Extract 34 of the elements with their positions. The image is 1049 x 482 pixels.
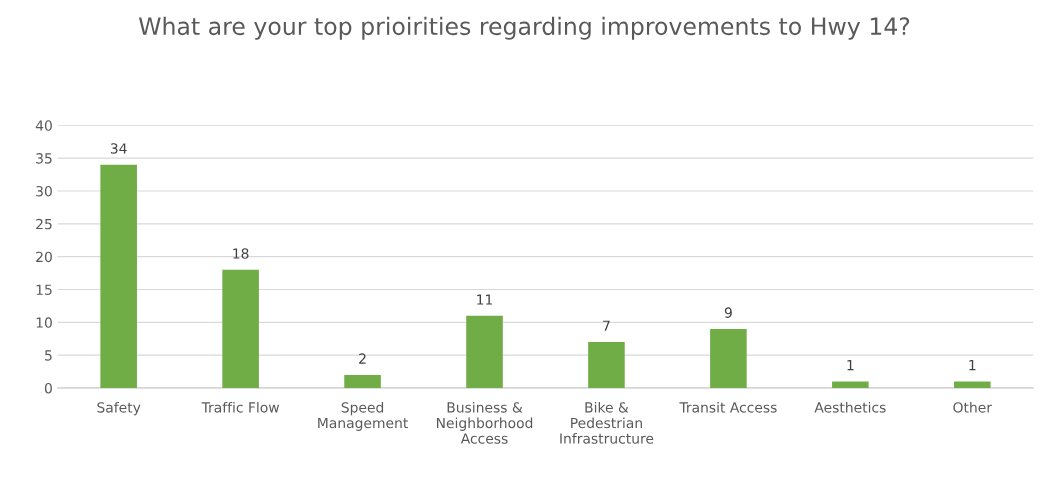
y-tick-label: 25 <box>36 218 52 230</box>
y-tick-label: 0 <box>44 382 52 394</box>
x-tick-label: Other <box>953 401 993 413</box>
y-tick-label: 10 <box>36 317 52 328</box>
x-tick-label: Bike & Pedestrian Infrastructure <box>560 401 654 444</box>
bar <box>710 328 747 389</box>
chart-title: What are your top prioirities regarding improvements to Hwy 14? <box>138 16 910 40</box>
data-label: 1 <box>847 360 854 371</box>
bar <box>588 342 625 389</box>
bar <box>222 269 259 389</box>
y-tick-label: 30 <box>36 185 52 197</box>
bar <box>344 374 381 389</box>
x-tick-label: Aesthetics <box>814 401 886 413</box>
x-tick-label: Business & Neighborhood Access <box>436 401 533 444</box>
data-label: 18 <box>233 248 249 259</box>
bar <box>100 164 137 389</box>
y-tick-label: 35 <box>36 153 52 164</box>
x-tick-label: Speed Management <box>318 401 408 431</box>
bar <box>832 381 869 389</box>
x-tick-label: Safety <box>97 401 141 416</box>
data-label: 34 <box>110 143 127 154</box>
bar <box>466 315 503 389</box>
data-label: 11 <box>477 294 493 305</box>
data-label: 1 <box>969 360 976 371</box>
data-label: 7 <box>603 320 610 331</box>
y-tick-label: 5 <box>45 350 52 361</box>
data-label: 2 <box>359 353 366 364</box>
y-tick-label: 20 <box>36 251 52 263</box>
x-tick-label: Traffic Flow <box>201 401 280 413</box>
y-tick-label: 40 <box>35 120 52 131</box>
data-label: 9 <box>724 307 732 318</box>
bar <box>954 381 991 389</box>
x-tick-label: Transit Access <box>679 401 777 413</box>
y-tick-label: 15 <box>36 284 52 295</box>
